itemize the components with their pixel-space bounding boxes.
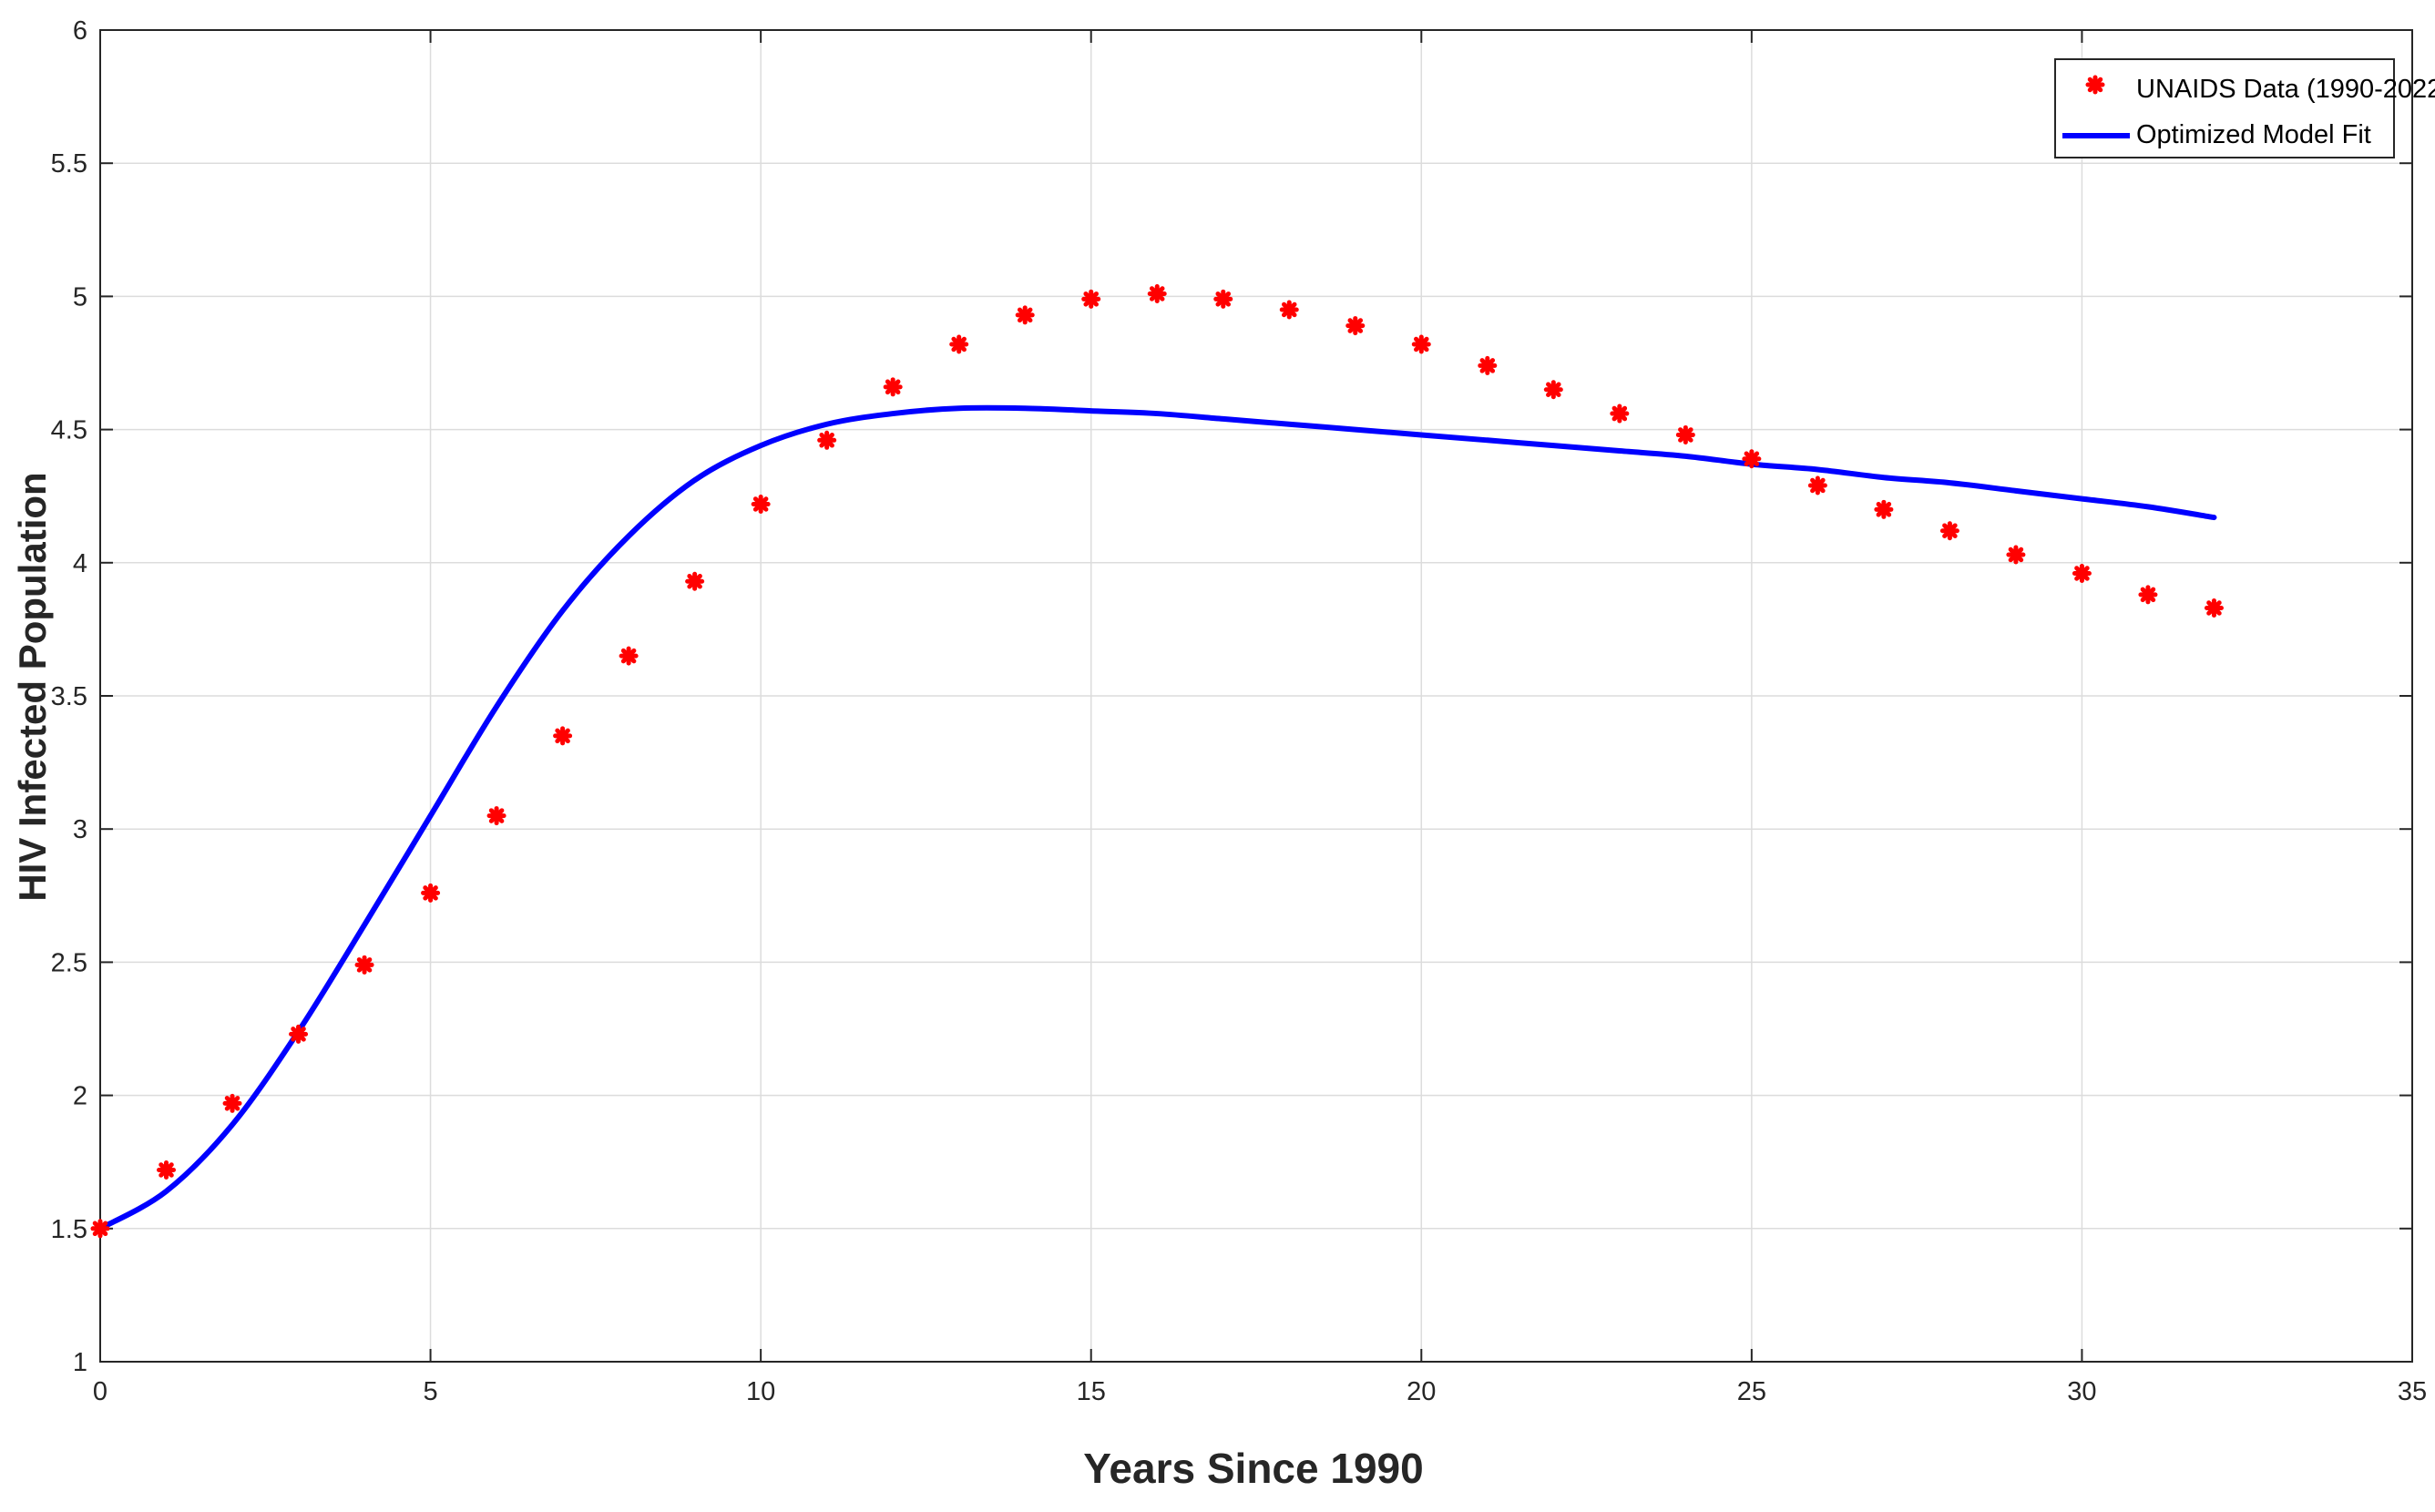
data-point (1147, 283, 1167, 303)
y-tick-labels: 1 1.5 2 2.5 3 3.5 4 4.5 5 5.5 6 (51, 16, 87, 1377)
x-tick-label: 15 (1077, 1377, 1106, 1406)
data-point (1543, 380, 1563, 400)
data-point (883, 377, 903, 397)
data-point (1478, 355, 1498, 375)
data-point (1610, 404, 1630, 424)
data-point (2072, 563, 2092, 583)
data-point (1279, 300, 1299, 320)
data-point (1939, 521, 1959, 541)
legend-entry: Optimized Model Fit (2062, 120, 2371, 149)
y-tick-label: 6 (73, 16, 87, 46)
x-tick-label: 0 (93, 1377, 107, 1406)
data-series (90, 283, 2224, 1239)
legend-label: Optimized Model Fit (2136, 120, 2371, 149)
data-point (1213, 289, 1233, 309)
y-tick-label: 5 (73, 282, 87, 312)
data-point (289, 1024, 309, 1044)
data-point (1742, 449, 1762, 469)
data-point (486, 806, 506, 826)
data-point (817, 430, 837, 450)
legend-entries: UNAIDS Data (1990-2022) Optimized Model F… (2062, 75, 2435, 149)
data-point (553, 726, 573, 746)
y-axis-title: HIV Infected Population (11, 472, 54, 901)
y-tick-label: 4.5 (51, 416, 87, 445)
x-tick-labels: 0 5 10 15 20 25 30 35 (93, 1377, 2427, 1406)
data-point (1874, 499, 1894, 519)
y-tick-label: 2 (73, 1082, 87, 1111)
data-point (2006, 545, 2026, 565)
x-tick-label: 5 (424, 1377, 438, 1406)
data-point (1675, 424, 1695, 444)
data-point (2204, 598, 2224, 618)
data-point (1807, 475, 1827, 495)
data-point (1345, 316, 1366, 336)
y-tick-label: 1 (73, 1348, 87, 1377)
grid-lines (100, 30, 2412, 1362)
y-tick-label: 1.5 (51, 1215, 87, 1244)
y-tick-label: 5.5 (51, 149, 87, 179)
y-tick-label: 4 (73, 549, 87, 578)
data-point (90, 1219, 110, 1239)
x-tick-label: 25 (1737, 1377, 1766, 1406)
x-axis-title: Years Since 1990 (1083, 1445, 1423, 1492)
data-point (354, 955, 374, 975)
axis-ticks (99, 29, 2413, 1363)
legend-label: UNAIDS Data (1990-2022) (2136, 75, 2435, 104)
data-point (157, 1160, 177, 1180)
data-point (421, 883, 441, 903)
data-point (222, 1093, 242, 1113)
legend-entry: UNAIDS Data (1990-2022) (2085, 75, 2435, 104)
y-tick-label: 2.5 (51, 948, 87, 977)
y-tick-label: 3.5 (51, 682, 87, 711)
data-point (1411, 334, 1431, 354)
y-tick-label: 3 (73, 815, 87, 844)
data-point (949, 334, 969, 354)
x-tick-label: 10 (746, 1377, 775, 1406)
x-tick-label: 20 (1407, 1377, 1436, 1406)
legend-marker (2085, 75, 2105, 95)
x-tick-label: 30 (2067, 1377, 2096, 1406)
legend-box (2054, 58, 2395, 158)
data-point (1081, 289, 1101, 309)
legend: UNAIDS Data (1990-2022) Optimized Model F… (2054, 58, 2435, 158)
data-points (90, 283, 2224, 1239)
data-point (619, 646, 639, 666)
data-point (685, 571, 705, 591)
model-fit-line (97, 404, 2217, 1231)
data-point (2138, 585, 2158, 605)
x-tick-label: 35 (2398, 1377, 2427, 1406)
data-point (751, 494, 771, 514)
data-point (1015, 305, 1035, 325)
